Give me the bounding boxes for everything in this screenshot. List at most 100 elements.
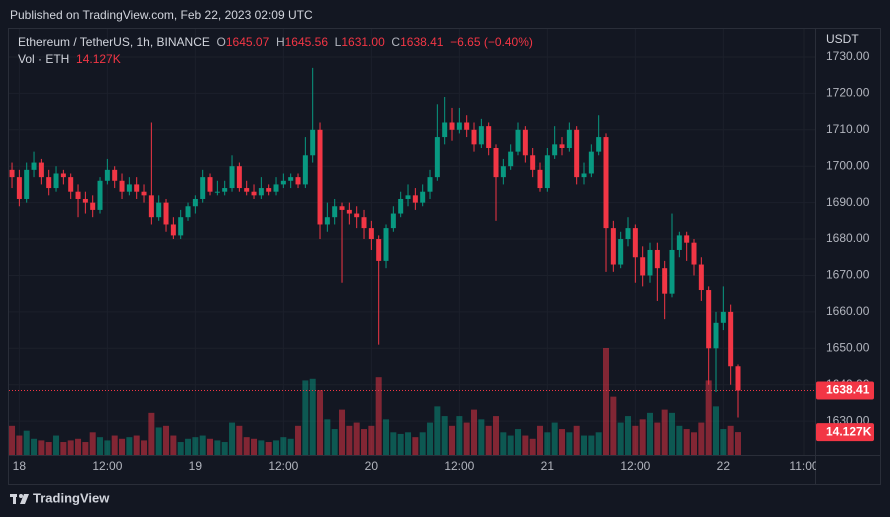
volume-bar <box>669 412 676 455</box>
low-value: 1631.00 <box>341 35 385 49</box>
candle-body <box>317 129 323 225</box>
candle-body <box>544 155 550 189</box>
volume-bar <box>229 422 236 455</box>
candle-body <box>310 129 316 156</box>
candle-body <box>691 242 697 265</box>
y-axis-label: USDT <box>826 32 859 46</box>
candle-body <box>324 217 330 225</box>
candle-body <box>112 169 118 181</box>
volume-bar <box>493 416 500 455</box>
volume-bar <box>705 380 712 455</box>
candle-body <box>508 151 514 167</box>
volume-bar <box>698 422 705 455</box>
volume-bar <box>537 425 544 455</box>
candle-body <box>654 249 660 269</box>
candle-body <box>156 202 162 218</box>
candle-body <box>398 198 404 214</box>
volume-bar <box>265 442 272 455</box>
volume-bar <box>595 432 602 455</box>
price-axis-corner <box>816 456 880 484</box>
candle-body <box>346 209 352 214</box>
volume-bar <box>573 425 580 455</box>
volume-bar <box>713 406 720 455</box>
volume-bar <box>155 427 162 455</box>
close-letter: C <box>391 35 401 49</box>
volume-bar <box>639 419 646 455</box>
candle-body <box>537 169 543 189</box>
symbol: Ethereum / TetherUS, 1h, BINANCE <box>18 35 210 49</box>
volume-bar <box>507 435 514 455</box>
candle-body <box>24 169 30 199</box>
candle-body <box>222 188 228 192</box>
candle-body <box>31 162 37 170</box>
price-badge <box>816 381 874 400</box>
candle-body <box>163 202 169 225</box>
candle-body <box>178 217 184 236</box>
candle-body <box>339 206 345 210</box>
candle-body <box>82 198 88 203</box>
candle-body <box>236 166 242 189</box>
volume-bar <box>581 435 588 455</box>
volume-bar <box>317 390 324 455</box>
candle-body <box>618 239 624 265</box>
volume-bar <box>361 429 368 455</box>
candle-body <box>104 169 110 181</box>
candle-body <box>68 177 74 192</box>
volume-bar <box>331 429 338 455</box>
close-value: 1638.41 <box>400 35 444 49</box>
candle-body <box>632 228 638 258</box>
footer-brand: TradingView <box>33 490 110 505</box>
volume-bar <box>221 442 228 455</box>
volume-bar <box>273 440 280 455</box>
published-line: Published on TradingView.com, Feb 22, 20… <box>10 8 313 22</box>
volume-bar <box>405 432 412 455</box>
volume-bar <box>324 419 331 455</box>
candle-body <box>258 188 264 196</box>
candle-body <box>735 366 741 391</box>
volume-bar <box>67 440 74 455</box>
candle-body <box>588 151 594 174</box>
candle-body <box>610 228 616 265</box>
candle-body <box>478 126 484 145</box>
volume-bar <box>31 438 38 455</box>
volume-bar <box>170 435 177 455</box>
candle-body <box>449 122 455 130</box>
candle-body <box>90 202 96 210</box>
candle-layer <box>9 67 741 418</box>
volume-bar <box>148 412 155 455</box>
change: −6.65 (−0.40%) <box>450 35 533 49</box>
candle-body <box>16 177 22 199</box>
volume-bar <box>529 438 536 455</box>
candle-body <box>266 188 272 192</box>
volume-bar <box>16 435 23 455</box>
x-tick-label: 11:00 <box>789 459 818 473</box>
volume-bar <box>654 422 661 455</box>
volume-bar <box>691 432 698 455</box>
volume-bar <box>75 438 82 455</box>
y-tick-label: 1700.00 <box>826 158 870 172</box>
volume-bar <box>302 380 309 455</box>
volume-bar <box>89 432 96 455</box>
candle-body <box>522 129 528 156</box>
candle-body <box>9 169 15 178</box>
candle-body <box>361 217 367 229</box>
volume-bar <box>214 440 221 455</box>
candle-body <box>647 249 653 276</box>
candle-body <box>552 144 558 156</box>
candle-body <box>669 249 675 294</box>
y-tick-label: 1670.00 <box>826 268 870 282</box>
y-tick-label: 1690.00 <box>826 195 870 209</box>
volume-badge-label: 14.127K <box>826 424 872 438</box>
volume-bar <box>515 429 522 455</box>
volume-bar <box>449 425 456 455</box>
candle-body <box>126 184 132 192</box>
candle-body <box>390 213 396 229</box>
volume-bar <box>471 409 478 455</box>
grid <box>9 29 815 455</box>
y-tick-label: 1710.00 <box>826 122 870 136</box>
volume-bar <box>207 438 214 455</box>
candle-body <box>676 235 682 250</box>
candle-body <box>471 129 477 145</box>
candle-body <box>251 191 257 196</box>
volume-legend: Vol · ETH 14.127K <box>18 52 121 66</box>
